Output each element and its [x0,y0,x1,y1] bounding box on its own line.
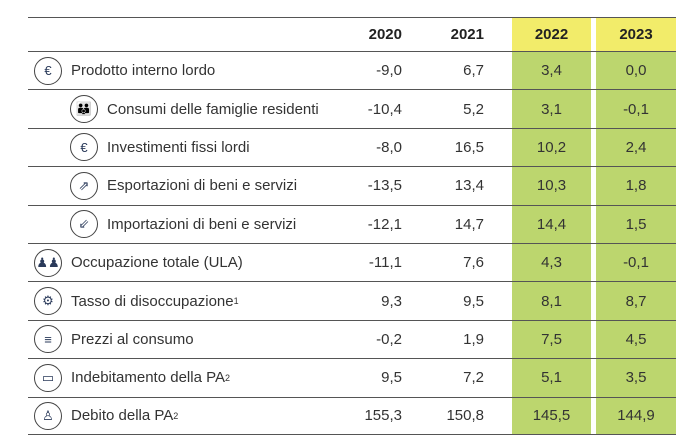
value-cell: -12,1 [367,215,402,233]
unemployment-icon: ⚙ [34,287,62,316]
value-cell: 10,3 [512,167,591,205]
row-label: ⇙ Importazioni di beni e servizi [70,206,296,243]
row-label-text: Importazioni di beni e servizi [107,215,297,233]
row-label-text: Prezzi al consumo [71,330,194,348]
row-label-text: Esportazioni di beni e servizi [107,177,298,195]
row-label: ≡ Prezzi al consumo [34,321,194,358]
row-label-text: Indebitamento della PA [71,369,225,387]
header-2022: 2022 [512,18,591,51]
table-row: ▭ Indebitamento della PA 2 9,5 7,2 5,1 3,5 [28,358,676,397]
value-cell: 14,7 [454,215,484,233]
row-label: € Prodotto interno lordo [34,52,215,89]
import-icon: ⇙ [70,210,98,239]
family-icon: 👪 [70,95,98,124]
value-cell: 6,7 [463,62,484,80]
value-cell: 1,5 [596,205,676,243]
value-cell: 10,2 [512,128,591,167]
value-cell: 1,8 [596,167,676,205]
value-cell: 14,4 [512,205,591,243]
value-cell: 150,8 [446,407,484,425]
value-cell: 144,9 [596,397,676,434]
row-label-text: Investimenti fissi lordi [107,138,250,156]
value-cell: 13,4 [454,177,484,195]
macro-forecast-table: 2020 2021 2022 2023 € Prodotto interno lo… [28,17,676,435]
row-label: ♙ Debito della PA 2 [34,398,178,434]
value-cell: 155,3 [364,407,402,425]
value-cell: 5,2 [463,100,484,118]
value-cell: 8,7 [596,282,676,320]
table-header: 2020 2021 2022 2023 [28,17,676,51]
table-row: ≡ Prezzi al consumo -0,2 1,9 7,5 4,5 [28,319,676,359]
row-label: ⚙ Tasso di disoccupazione 1 [34,282,239,319]
value-cell: 16,5 [454,138,484,156]
people-icon: ♟♟ [34,248,62,277]
value-cell: 7,2 [463,369,484,387]
table-row: ⚙ Tasso di disoccupazione 1 9,3 9,5 8,1 8,7 [28,281,676,320]
row-label: ⇗ Esportazioni di beni e servizi [70,167,297,204]
row-label-text: Debito della PA [71,407,174,425]
row-label: € Investimenti fissi lordi [70,129,250,166]
value-cell: 3,1 [512,90,591,128]
value-cell: 9,3 [381,292,402,310]
row-label: 👪 Consumi delle famiglie residenti [70,90,319,127]
value-cell: -13,5 [367,177,402,195]
table-row: ♙ Debito della PA 2 155,3 150,8 145,5 144,9 [28,396,676,435]
value-cell: 7,5 [512,320,591,359]
header-2023: 2023 [596,18,676,51]
footnote-marker: 1 [233,296,239,307]
table-row: € Prodotto interno lordo -9,0 6,7 3,4 0,0 [28,51,676,90]
value-cell: 0,0 [596,52,676,90]
value-cell: -9,0 [376,62,402,80]
value-cell: 9,5 [381,369,402,387]
table-row: ⇙ Importazioni di beni e servizi -12,1 14,7… [28,204,676,243]
footnote-marker: 2 [225,372,231,383]
table-row: 👪 Consumi delle famiglie residenti -10,4 5,… [28,89,676,128]
table-row: ⇗ Esportazioni di beni e servizi -13,5 13,4… [28,166,676,205]
value-cell: 3,5 [596,359,676,397]
table-row: ♟♟ Occupazione totale (ULA) -11,1 7,6 4,3 -0,… [28,242,676,282]
value-cell: -0,1 [596,243,676,282]
value-cell: 145,5 [512,397,591,434]
row-label: ♟♟ Occupazione totale (ULA) [34,244,243,281]
header-2020: 2020 [368,26,402,43]
row-label-text: Prodotto interno lordo [71,62,216,80]
value-cell: 1,9 [463,330,484,348]
value-cell: -10,4 [367,100,402,118]
value-cell: 9,5 [463,292,484,310]
value-cell: -8,0 [376,138,402,156]
row-label: ▭ Indebitamento della PA 2 [34,359,230,396]
person-debt-icon: ♙ [34,401,62,430]
row-label-text: Tasso di disoccupazione [71,292,234,310]
value-cell: -0,1 [596,90,676,128]
header-2021: 2021 [450,26,484,43]
euro-coin-icon: € [34,56,62,85]
row-label-text: Occupazione totale (ULA) [71,254,243,272]
value-cell: 2,4 [596,128,676,167]
footnote-marker: 2 [173,410,179,421]
investment-icon: € [70,133,98,162]
value-cell: 3,4 [512,52,591,90]
value-cell: -11,1 [368,254,402,272]
value-cell: 8,1 [512,282,591,320]
monitor-chart-icon: ▭ [34,363,62,392]
table-row: € Investimenti fissi lordi -8,0 16,5 10,2 2,4 [28,127,676,167]
value-cell: 7,6 [463,254,484,272]
row-label-text: Consumi delle famiglie residenti [107,100,319,118]
value-cell: 4,5 [596,320,676,359]
coins-icon: ≡ [34,325,62,354]
value-cell: -0,2 [376,330,402,348]
value-cell: 5,1 [512,359,591,397]
export-icon: ⇗ [70,171,98,200]
value-cell: 4,3 [512,243,591,282]
